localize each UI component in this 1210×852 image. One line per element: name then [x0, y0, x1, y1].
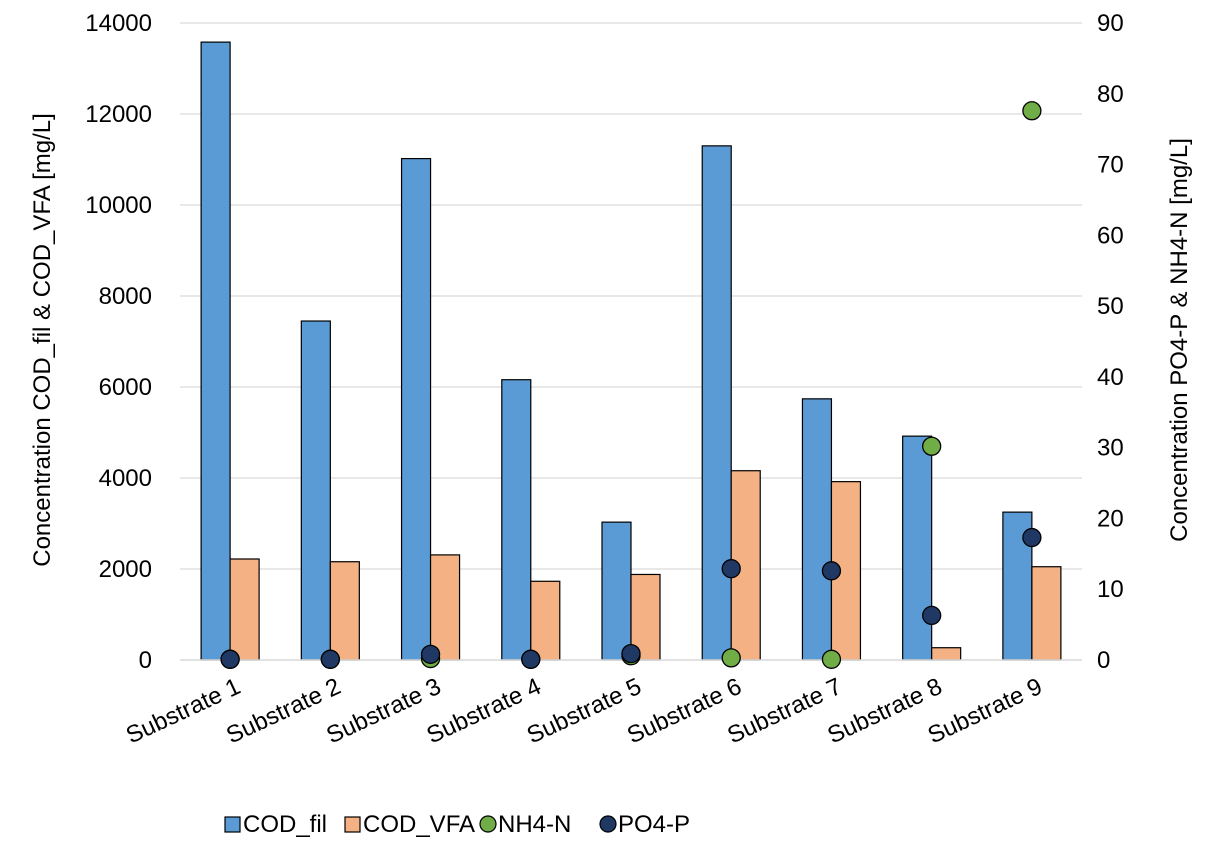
marker-po4-p	[1022, 527, 1042, 548]
x-tick-label: Substrate 3	[322, 673, 445, 749]
legend: COD_fil COD_VFA NH4-N PO4-P	[224, 811, 690, 838]
y-tick-label: 10000	[85, 192, 152, 219]
legend-item: COD_VFA	[344, 811, 475, 838]
marker-po4-p	[521, 649, 541, 669]
y-axis-ticks: 0 2000 4000 6000 8000 10000 12000 14000	[85, 10, 152, 674]
bar-cod-fil	[300, 320, 331, 661]
bar-cod-fil	[501, 379, 532, 661]
bar-cod-vfa	[229, 558, 260, 661]
y-tick-label: 6000	[99, 374, 152, 401]
y-tick-label: 4000	[99, 465, 152, 492]
y2-axis-title: Concentration PO4-P & NH4-N [mg/L]	[1166, 138, 1193, 542]
y2-tick-label: 10	[1097, 576, 1124, 603]
legend-label: NH4-N	[498, 811, 571, 838]
marker-po4-p	[320, 649, 340, 669]
y2-tick-label: 60	[1097, 222, 1124, 249]
x-tick-label: Substrate 8	[824, 673, 947, 749]
legend-item: COD_fil	[224, 811, 327, 838]
legend-swatch	[344, 816, 361, 833]
bar-cod-fil	[801, 398, 833, 661]
x-tick-label: Substrate 7	[723, 673, 846, 749]
x-tick-label: Substrate 9	[924, 673, 1047, 749]
bar-cod-vfa	[429, 554, 461, 661]
marker-nh4-n	[922, 436, 942, 456]
y-tick-label: 2000	[99, 556, 152, 583]
marker-po4-p	[420, 644, 441, 664]
bar-cod-fil	[400, 157, 432, 661]
marker-nh4-n	[721, 648, 741, 668]
bar-cod-fil	[1002, 511, 1033, 661]
marker-nh4-n	[821, 649, 842, 669]
y-axis-title: Concentration COD_fil & COD_VFA [mg/L]	[29, 113, 56, 567]
x-tick-label: Substrate 6	[623, 673, 746, 749]
legend-item: NH4-N	[479, 811, 571, 838]
legend-swatch	[479, 815, 497, 833]
legend-label: PO4-P	[618, 811, 690, 838]
bar-cod-fil	[902, 435, 933, 661]
bars	[200, 41, 1062, 661]
y2-tick-label: 20	[1097, 505, 1124, 532]
y-tick-label: 12000	[85, 101, 152, 128]
marker-po4-p	[922, 605, 942, 626]
bar-cod-fil	[601, 521, 632, 661]
y2-tick-label: 30	[1097, 435, 1124, 462]
bar-cod-vfa	[931, 647, 962, 661]
y2-tick-label: 50	[1097, 293, 1124, 320]
x-tick-label: Substrate 4	[423, 673, 546, 749]
y2-tick-label: 70	[1097, 152, 1124, 179]
legend-label: COD_fil	[243, 811, 327, 838]
bar-cod-fil	[200, 41, 231, 661]
y2-tick-label: 40	[1097, 364, 1124, 391]
y-tick-label: 14000	[85, 10, 152, 37]
marker-po4-p	[721, 559, 741, 579]
y2-tick-label: 0	[1097, 647, 1110, 674]
x-tick-label: Substrate 5	[523, 673, 646, 749]
markers	[220, 101, 1042, 669]
legend-label: COD_VFA	[363, 811, 475, 838]
marker-po4-p	[821, 561, 842, 581]
marker-nh4-n	[1022, 101, 1042, 121]
legend-item: PO4-P	[599, 811, 690, 838]
y-tick-label: 0	[139, 647, 152, 674]
y2-tick-label: 80	[1097, 81, 1124, 108]
marker-po4-p	[621, 643, 641, 664]
legend-swatch	[224, 816, 241, 833]
bar-cod-vfa	[329, 561, 360, 661]
x-tick-label: Substrate 2	[222, 673, 345, 749]
y2-tick-label: 90	[1097, 10, 1124, 37]
bar-cod-vfa	[530, 580, 561, 661]
bar-cod-fil	[701, 145, 732, 661]
y-tick-label: 8000	[99, 283, 152, 310]
marker-po4-p	[220, 649, 240, 669]
y2-axis-ticks: 0 10 20 30 40 50 60 70 80 90	[1097, 10, 1124, 674]
bar-cod-vfa	[1031, 566, 1062, 661]
legend-swatch	[599, 815, 617, 833]
x-tick-label: Substrate 1	[122, 673, 245, 749]
